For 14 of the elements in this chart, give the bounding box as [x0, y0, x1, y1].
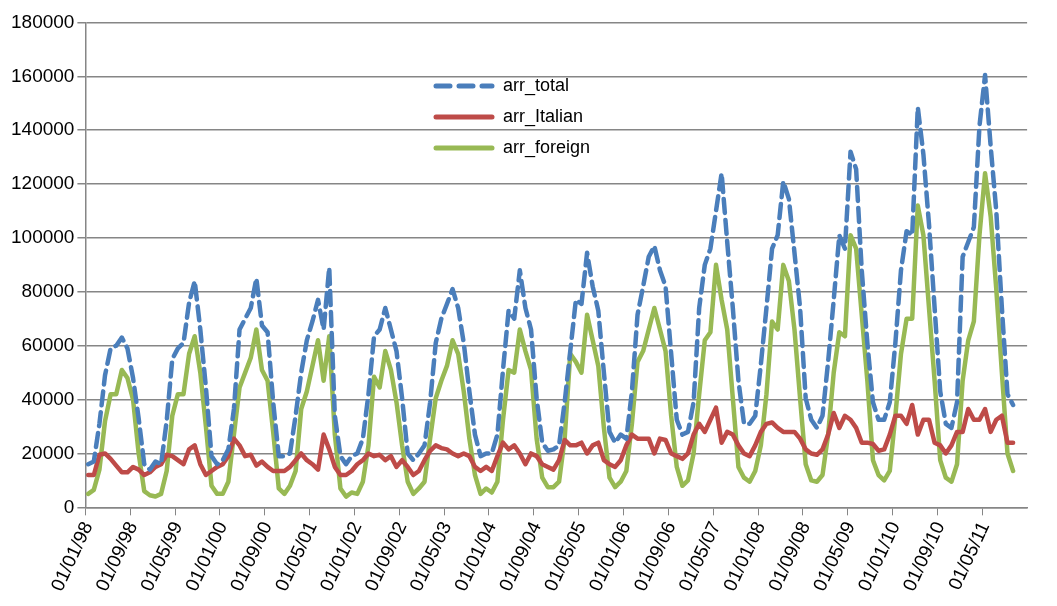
- y-tick-label: 100000: [11, 226, 75, 248]
- legend-label: arr_Italian: [503, 106, 584, 127]
- y-tick-label: 180000: [11, 10, 75, 32]
- y-tick-label: 60000: [21, 333, 75, 355]
- y-tick-label: 40000: [21, 387, 75, 409]
- y-tick-label: 160000: [11, 64, 75, 86]
- line-series: [85, 72, 1016, 472]
- y-tick-label: 140000: [11, 118, 75, 140]
- y-tick-label: 80000: [21, 280, 75, 302]
- y-tick-label: 120000: [11, 172, 75, 194]
- y-tick-label: 0: [63, 495, 75, 517]
- y-tick-label: 20000: [21, 441, 75, 463]
- legend-label: arr_total: [503, 75, 570, 96]
- legend-label: arr_foreign: [503, 137, 591, 158]
